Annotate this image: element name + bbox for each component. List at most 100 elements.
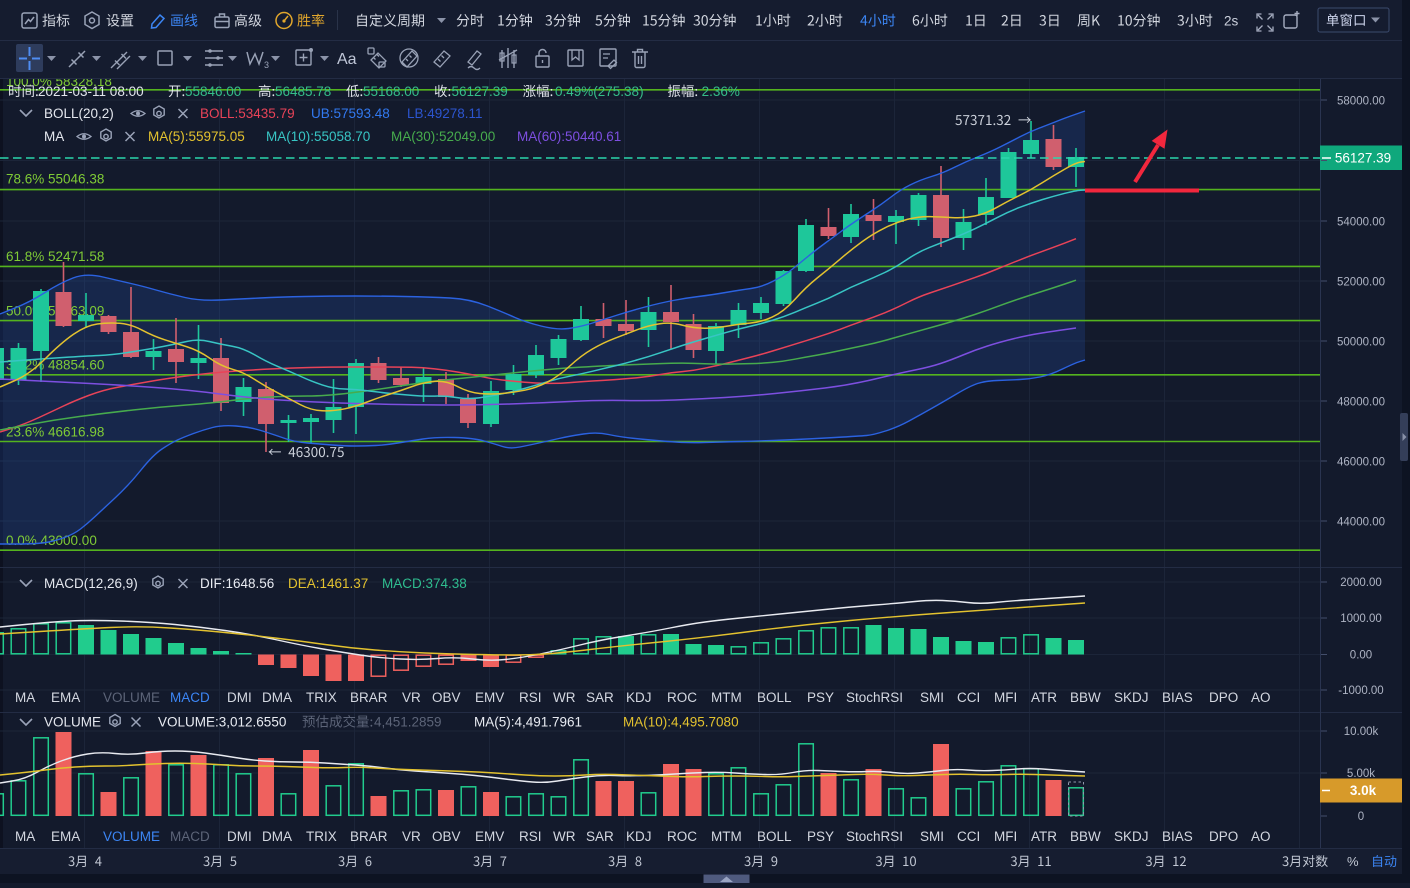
svg-text:SKDJ: SKDJ xyxy=(1114,829,1149,844)
svg-text:PSY: PSY xyxy=(807,829,834,844)
svg-text:DIF:1648.56: DIF:1648.56 xyxy=(200,576,274,591)
svg-text:EMV: EMV xyxy=(475,829,504,844)
svg-text:61.8% 52471.58: 61.8% 52471.58 xyxy=(6,249,104,264)
svg-text:DEA:1461.37: DEA:1461.37 xyxy=(288,576,368,591)
svg-text:0.0% 43000.00: 0.0% 43000.00 xyxy=(6,533,97,548)
svg-text:MA(30):52049.00: MA(30):52049.00 xyxy=(391,129,495,144)
svg-text:UB:57593.48: UB:57593.48 xyxy=(311,106,390,121)
svg-text:DMI: DMI xyxy=(227,690,252,705)
svg-text:MA(10):55058.70: MA(10):55058.70 xyxy=(266,129,370,144)
svg-text:BOLL: BOLL xyxy=(757,690,792,705)
svg-text:46000.00: 46000.00 xyxy=(1337,457,1385,469)
svg-text:DMA: DMA xyxy=(262,829,292,844)
svg-text:BBW: BBW xyxy=(1070,829,1101,844)
svg-text:BIAS: BIAS xyxy=(1162,690,1193,705)
svg-text:3: 3 xyxy=(264,60,269,70)
svg-text:MA(60):50440.61: MA(60):50440.61 xyxy=(517,129,621,144)
svg-text:ATR: ATR xyxy=(1031,829,1057,844)
svg-text:38.2% 48854.60: 38.2% 48854.60 xyxy=(6,358,104,373)
svg-text:MA: MA xyxy=(15,690,35,705)
svg-text:VOLUME: VOLUME xyxy=(44,715,101,730)
svg-text:52000.00: 52000.00 xyxy=(1337,277,1385,289)
svg-text:AO: AO xyxy=(1251,690,1271,705)
svg-text:OBV: OBV xyxy=(432,829,461,844)
svg-text:DMI: DMI xyxy=(227,829,252,844)
svg-text:44000.00: 44000.00 xyxy=(1337,517,1385,529)
svg-text:0.49%(275.38): 0.49%(275.38) xyxy=(555,84,644,99)
svg-text:EMA: EMA xyxy=(51,829,80,844)
svg-text:2000.00: 2000.00 xyxy=(1340,577,1382,589)
svg-text:MA(5):55975.05: MA(5):55975.05 xyxy=(148,129,245,144)
svg-text:LB:49278.11: LB:49278.11 xyxy=(407,106,483,121)
svg-text:OBV: OBV xyxy=(432,690,461,705)
svg-text:SAR: SAR xyxy=(586,690,614,705)
svg-text:55168.00: 55168.00 xyxy=(363,84,419,99)
svg-text:SAR: SAR xyxy=(586,829,614,844)
svg-text:MTM: MTM xyxy=(711,690,742,705)
svg-text:56485.78: 56485.78 xyxy=(275,84,331,99)
svg-text:10.00k: 10.00k xyxy=(1344,726,1379,738)
svg-text:DPO: DPO xyxy=(1209,690,1238,705)
svg-text:StochRSI: StochRSI xyxy=(846,690,903,705)
svg-text:55846.00: 55846.00 xyxy=(185,84,241,99)
svg-text:MTM: MTM xyxy=(711,829,742,844)
svg-text:WR: WR xyxy=(553,829,576,844)
svg-text:VR: VR xyxy=(402,829,421,844)
svg-text:SMI: SMI xyxy=(920,829,944,844)
svg-text:5.00k: 5.00k xyxy=(1347,768,1375,780)
svg-text:%: % xyxy=(1347,854,1359,869)
svg-text:BBW: BBW xyxy=(1070,690,1101,705)
svg-text:BOLL: BOLL xyxy=(757,829,792,844)
svg-text:BIAS: BIAS xyxy=(1162,829,1193,844)
svg-text:54000.00: 54000.00 xyxy=(1337,217,1385,229)
svg-text:WR: WR xyxy=(553,690,576,705)
svg-text:BOLL(20,2): BOLL(20,2) xyxy=(44,106,114,121)
svg-text:MACD(12,26,9): MACD(12,26,9) xyxy=(44,576,138,591)
svg-text:CCI: CCI xyxy=(957,690,980,705)
svg-text:ROC: ROC xyxy=(667,690,697,705)
svg-text:56127.39: 56127.39 xyxy=(1335,151,1391,166)
svg-text:MA(10):4,495.7080: MA(10):4,495.7080 xyxy=(623,715,739,730)
svg-text:48000.00: 48000.00 xyxy=(1337,397,1385,409)
svg-text:1000.00: 1000.00 xyxy=(1340,613,1382,625)
svg-text:DMA: DMA xyxy=(262,690,292,705)
svg-text:BOLL:53435.79: BOLL:53435.79 xyxy=(200,106,295,121)
svg-text:2021-03-11 08:00: 2021-03-11 08:00 xyxy=(38,84,144,99)
svg-text:RSI: RSI xyxy=(519,690,542,705)
svg-text:50000.00: 50000.00 xyxy=(1337,337,1385,349)
svg-text:ATR: ATR xyxy=(1031,690,1057,705)
svg-text:0: 0 xyxy=(1358,811,1364,823)
svg-text:VR: VR xyxy=(402,690,421,705)
svg-text:MA(5):4,491.7961: MA(5):4,491.7961 xyxy=(474,715,582,730)
svg-text:KDJ: KDJ xyxy=(626,690,652,705)
svg-text:50.0% 50663.09: 50.0% 50663.09 xyxy=(6,304,104,319)
svg-text:-1000.00: -1000.00 xyxy=(1338,685,1383,697)
svg-text:MFI: MFI xyxy=(994,690,1017,705)
svg-text:Aa: Aa xyxy=(337,51,357,68)
svg-text:EMV: EMV xyxy=(475,690,504,705)
svg-text:StochRSI: StochRSI xyxy=(846,829,903,844)
svg-text:VOLUME: VOLUME xyxy=(103,690,160,705)
svg-text:78.6% 55046.38: 78.6% 55046.38 xyxy=(6,172,104,187)
svg-text:4,451.2859: 4,451.2859 xyxy=(374,715,442,730)
svg-text:MACD: MACD xyxy=(170,829,210,844)
svg-text:MA: MA xyxy=(44,129,64,144)
svg-text:MFI: MFI xyxy=(994,829,1017,844)
svg-text:SMI: SMI xyxy=(920,690,944,705)
svg-text:MACD: MACD xyxy=(170,690,210,705)
svg-text:56127.39: 56127.39 xyxy=(452,84,508,99)
svg-text:58000.00: 58000.00 xyxy=(1337,96,1385,108)
svg-text:TRIX: TRIX xyxy=(306,690,337,705)
svg-text:VOLUME: VOLUME xyxy=(103,829,160,844)
svg-text:BRAR: BRAR xyxy=(350,690,388,705)
svg-text:CCI: CCI xyxy=(957,829,980,844)
svg-text:3.0k: 3.0k xyxy=(1350,783,1377,798)
svg-text:0.00: 0.00 xyxy=(1350,650,1372,662)
svg-text:2s: 2s xyxy=(1224,14,1239,29)
svg-text:ROC: ROC xyxy=(667,829,697,844)
svg-text:RSI: RSI xyxy=(519,829,542,844)
svg-text:SKDJ: SKDJ xyxy=(1114,690,1149,705)
svg-text:TRIX: TRIX xyxy=(306,829,337,844)
svg-text:AO: AO xyxy=(1251,829,1271,844)
svg-text:BRAR: BRAR xyxy=(350,829,388,844)
